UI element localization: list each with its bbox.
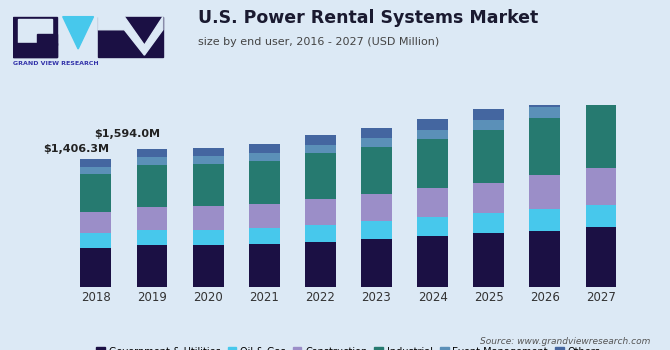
Bar	[473, 233, 504, 287]
Bar	[473, 109, 504, 120]
Bar	[80, 174, 111, 212]
FancyBboxPatch shape	[18, 19, 52, 54]
Bar	[137, 149, 168, 158]
Bar	[193, 245, 224, 287]
Bar	[361, 138, 392, 147]
Polygon shape	[63, 17, 94, 49]
Bar	[249, 145, 279, 153]
FancyBboxPatch shape	[13, 17, 56, 57]
Bar	[305, 241, 336, 287]
Bar	[529, 231, 560, 287]
Bar	[249, 153, 279, 161]
Bar	[137, 207, 168, 230]
Bar	[80, 167, 111, 174]
Bar	[361, 221, 392, 239]
Polygon shape	[98, 17, 163, 55]
Bar	[361, 128, 392, 138]
Bar	[137, 158, 168, 165]
Bar	[586, 205, 616, 228]
Text: Source: www.grandviewresearch.com: Source: www.grandviewresearch.com	[480, 337, 650, 346]
Text: U.S. Power Rental Systems Market: U.S. Power Rental Systems Market	[198, 9, 538, 27]
Bar	[473, 214, 504, 233]
FancyBboxPatch shape	[13, 43, 56, 57]
Bar	[193, 148, 224, 156]
Bar	[529, 107, 560, 118]
Bar	[417, 130, 448, 139]
Bar	[417, 119, 448, 130]
Bar	[529, 175, 560, 209]
Bar	[137, 165, 168, 207]
Text: size by end user, 2016 - 2027 (USD Million): size by end user, 2016 - 2027 (USD Milli…	[198, 37, 439, 47]
Bar	[417, 236, 448, 287]
Text: $1,406.3M: $1,406.3M	[43, 144, 109, 154]
Text: $1,594.0M: $1,594.0M	[94, 129, 159, 139]
Bar	[137, 230, 168, 245]
Bar	[137, 245, 168, 287]
Bar	[417, 217, 448, 236]
Bar	[305, 199, 336, 225]
FancyBboxPatch shape	[98, 17, 163, 57]
Bar	[80, 159, 111, 167]
Bar	[249, 229, 279, 244]
Legend: Government & Utilities, Oil & Gas, Construction, Industrial, Event Management, O: Government & Utilities, Oil & Gas, Const…	[92, 343, 604, 350]
Bar	[193, 164, 224, 206]
Bar	[586, 228, 616, 287]
Bar	[249, 204, 279, 229]
Bar	[473, 130, 504, 183]
Bar	[305, 135, 336, 145]
Bar	[305, 153, 336, 199]
Bar	[529, 118, 560, 175]
Bar	[361, 147, 392, 194]
Bar	[473, 120, 504, 130]
Bar	[586, 94, 616, 105]
Bar	[249, 161, 279, 204]
Bar	[80, 233, 111, 248]
Bar	[586, 168, 616, 205]
Bar	[361, 239, 392, 287]
Bar	[417, 188, 448, 217]
Bar	[193, 156, 224, 164]
Bar	[586, 82, 616, 94]
Bar	[249, 244, 279, 287]
Bar	[193, 206, 224, 230]
Bar	[305, 145, 336, 153]
Bar	[80, 248, 111, 287]
Text: GRAND VIEW RESEARCH: GRAND VIEW RESEARCH	[13, 61, 99, 65]
Bar	[193, 230, 224, 245]
Bar	[473, 183, 504, 214]
Bar	[80, 212, 111, 233]
Bar	[586, 105, 616, 168]
Bar	[361, 194, 392, 221]
FancyBboxPatch shape	[36, 34, 56, 45]
Bar	[529, 96, 560, 107]
Bar	[529, 209, 560, 231]
Bar	[417, 139, 448, 188]
Bar	[305, 225, 336, 242]
